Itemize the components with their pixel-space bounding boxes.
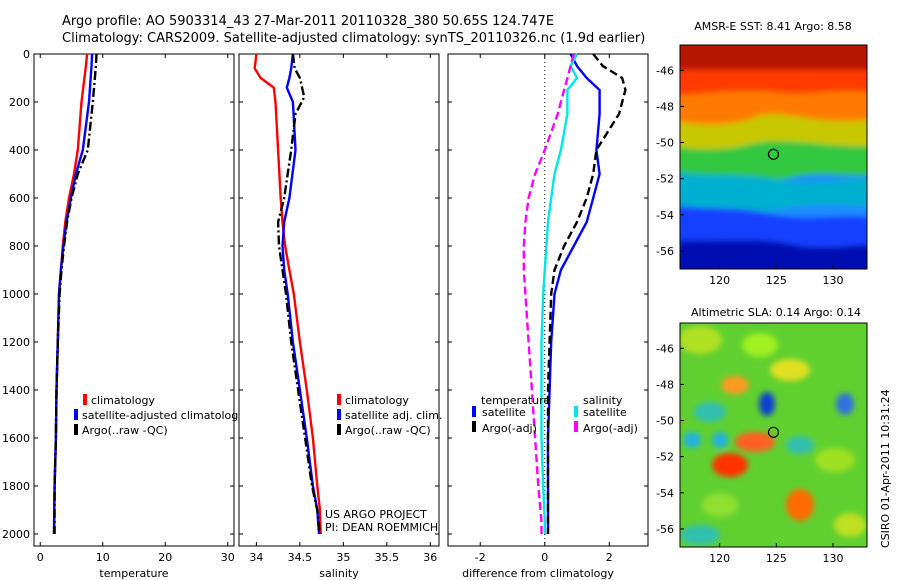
legend-label-temp-argo: Argo(-adj) (482, 422, 537, 435)
sst-map-title: AMSR-E SST: 8.41 Argo: 8.58 (694, 20, 852, 33)
y-tick-label: 0 (23, 48, 30, 61)
legend-swatch-satellite (74, 409, 78, 420)
y-tick-label: -46 (656, 342, 674, 355)
legend-swatch-satellite (337, 409, 341, 420)
legend-swatch-sal-satellite (574, 406, 578, 417)
sla-map-title: Altimetric SLA: 0.14 Argo: 0.14 (691, 306, 861, 319)
x-tick-label: 130 (823, 274, 844, 287)
y-tick-label: -56 (656, 245, 674, 258)
plot-frame (447, 53, 649, 547)
x-axis-label: temperature (99, 567, 168, 580)
salinity-panel: 34 34.5 35 35.5 36 salinity (238, 53, 440, 580)
legend-swatch-climatology (83, 394, 87, 405)
x-tick-label: 125 (766, 552, 787, 565)
y-tick-label: 400 (9, 144, 30, 157)
series-line-argo-raw-qc- (53, 53, 98, 534)
x-tick-label: -2 (475, 551, 486, 564)
plot-frame (238, 53, 440, 547)
y-tick-label: -48 (656, 100, 674, 113)
legend-swatch-climatology (337, 394, 341, 405)
salinity-legend: climatology satellite adj. clim. Argo(..… (337, 394, 442, 437)
difference-legend: temperature satellite Argo(-adj) salinit… (472, 394, 638, 435)
x-tick-label: 35.5 (375, 551, 400, 564)
x-tick-label: 20 (158, 551, 172, 564)
x-axis-label: difference from climatology (462, 567, 614, 580)
temperature-legend: climatology satellite-adjusted climatolo… (74, 394, 238, 437)
legend-swatch-argo (74, 424, 78, 435)
legend-label-satellite: satellite adj. clim. (345, 409, 442, 422)
legend-swatch-sal-argo (574, 421, 578, 432)
legend-label-argo: Argo(..raw -QC) (82, 424, 168, 437)
y-tick-label: -48 (656, 378, 674, 391)
sla-map-axes: 120 125 130 -46 -48 -50 -52 -54 -56 (656, 342, 843, 565)
y-tick-label: 200 (9, 96, 30, 109)
legend-label-climatology: climatology (91, 394, 155, 407)
difference-panel: -2 0 2 difference from climatology (447, 53, 649, 580)
x-tick-label: 30 (221, 551, 235, 564)
y-tick-label: -52 (656, 173, 674, 186)
series-line-argo-raw-qc- (276, 53, 322, 535)
x-tick-label: 34.5 (288, 551, 313, 564)
legend-title-temperature: temperature (481, 394, 550, 407)
x-tick-label: 0 (37, 551, 44, 564)
sla-heatmap (680, 323, 867, 547)
x-tick-label: 0 (541, 551, 548, 564)
sst-map-frame (679, 44, 868, 270)
x-axis-label: salinity (319, 567, 359, 580)
y-tick-label: -50 (656, 415, 674, 428)
pi-credit: PI: DEAN ROEMMICH (325, 521, 438, 534)
series-line-satellite-adj-clim- (281, 53, 321, 535)
argo-location-marker (767, 426, 780, 438)
x-tick-label: 35 (336, 551, 350, 564)
chart-title-line2: Climatology: CARS2009. Satellite-adjuste… (62, 31, 645, 46)
x-tick-label: 36 (423, 551, 437, 564)
x-tick-label: 10 (96, 551, 110, 564)
project-credit: US ARGO PROJECT (325, 508, 427, 521)
y-tick-label: -56 (656, 523, 674, 536)
legend-label-argo: Argo(..raw -QC) (345, 424, 431, 437)
plot-frame (33, 53, 235, 547)
legend-label-temp-satellite: satellite (482, 406, 526, 419)
legend-swatch-temp-argo (472, 421, 476, 432)
y-tick-label: -50 (656, 137, 674, 150)
sst-heatmap (680, 45, 867, 269)
series-line-temperature-satellite (546, 53, 601, 534)
x-tick-label: 2 (606, 551, 613, 564)
y-tick-label: -54 (656, 487, 674, 500)
x-tick-label: 125 (766, 274, 787, 287)
legend-label-sal-argo: Argo(-adj) (583, 422, 638, 435)
argo-location-marker (767, 148, 780, 160)
y-tick-label: 2000 (2, 528, 30, 541)
y-tick-label: 800 (9, 240, 30, 253)
legend-title-salinity: salinity (583, 394, 623, 407)
legend-label-sal-satellite: satellite (583, 406, 627, 419)
sla-map-frame (679, 322, 868, 548)
series-line-salinity-satellite (540, 53, 579, 534)
timestamp-stamp: CSIRO 01-Apr-2011 10:31:24 (879, 389, 892, 548)
chart-title-line1: Argo profile: AO 5903314_43 27-Mar-2011 … (62, 14, 554, 29)
y-tick-label: 1600 (2, 432, 30, 445)
x-tick-label: 120 (709, 274, 730, 287)
series-line-salinity-argo-adj- (522, 53, 575, 534)
sst-map-axes: 120 125 130 -46 -48 -50 -52 -54 -56 (656, 64, 843, 287)
legend-swatch-temp-satellite (472, 406, 476, 417)
x-tick-label: 120 (709, 552, 730, 565)
y-tick-label: -54 (656, 209, 674, 222)
legend-swatch-argo (337, 424, 341, 435)
y-tick-label: 1000 (2, 288, 30, 301)
temperature-panel: 0 10 20 30 temperature 0 200 400 600 800 1000 1200 1… (2, 48, 235, 580)
series-line-temperature-argo-adj- (546, 53, 627, 534)
x-tick-label: 34 (249, 551, 263, 564)
legend-label-climatology: climatology (345, 394, 409, 407)
y-tick-label: 1200 (2, 336, 30, 349)
series-line-climatology (253, 53, 322, 535)
legend-label-satellite: satellite-adjusted climatolog (82, 409, 238, 422)
y-tick-label: 600 (9, 192, 30, 205)
y-tick-label: -52 (656, 451, 674, 464)
y-tick-label: 1400 (2, 384, 30, 397)
x-tick-label: 130 (823, 552, 844, 565)
y-tick-label: 1800 (2, 480, 30, 493)
y-tick-label: -46 (656, 64, 674, 77)
